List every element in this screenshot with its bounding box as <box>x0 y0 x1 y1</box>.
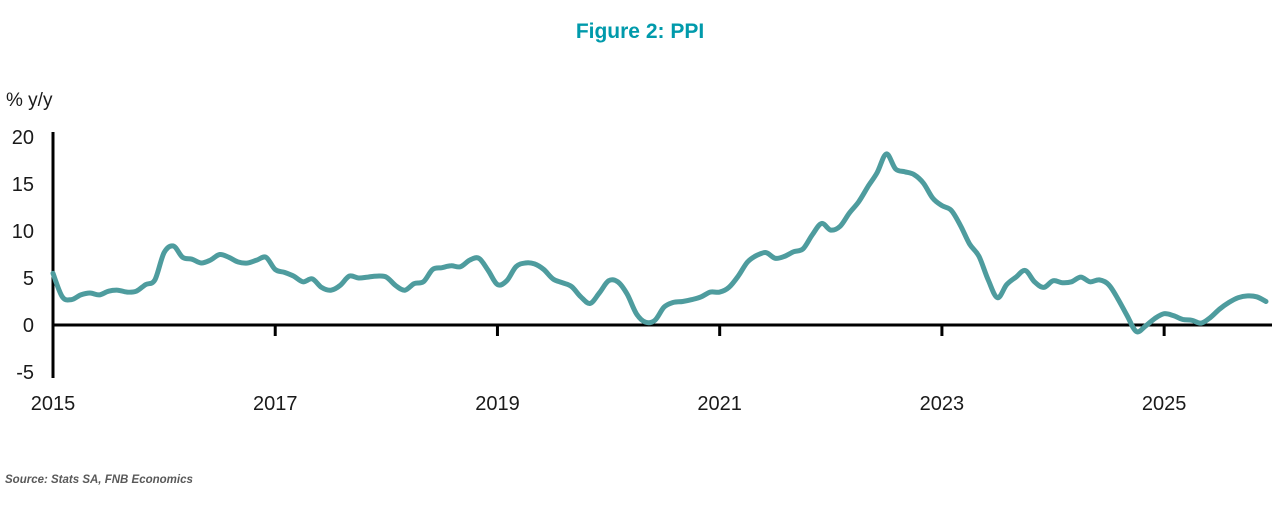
ppi-series-line <box>50 151 1269 335</box>
y-axis-label: 20 <box>12 127 34 149</box>
figure-title: Figure 2: PPI <box>575 20 705 43</box>
x-axis-label: 2017 <box>253 393 298 415</box>
x-axis-label: 2019 <box>475 393 520 415</box>
source-note: Source: Stats SA, FNB Economics <box>5 474 193 486</box>
x-axis-label: 2025 <box>1142 393 1187 415</box>
x-axis-label: 2021 <box>697 393 742 415</box>
y-axis-unit-label: % y/y <box>6 90 53 111</box>
y-axis-label: 5 <box>23 268 34 290</box>
y-axis-label: 0 <box>23 315 34 337</box>
y-axis-label: -5 <box>16 362 34 384</box>
x-axis-label: 2015 <box>31 393 76 415</box>
x-axis-label: 2023 <box>920 393 965 415</box>
y-axis-label: 10 <box>12 221 34 243</box>
y-axis-label: 15 <box>12 174 34 196</box>
